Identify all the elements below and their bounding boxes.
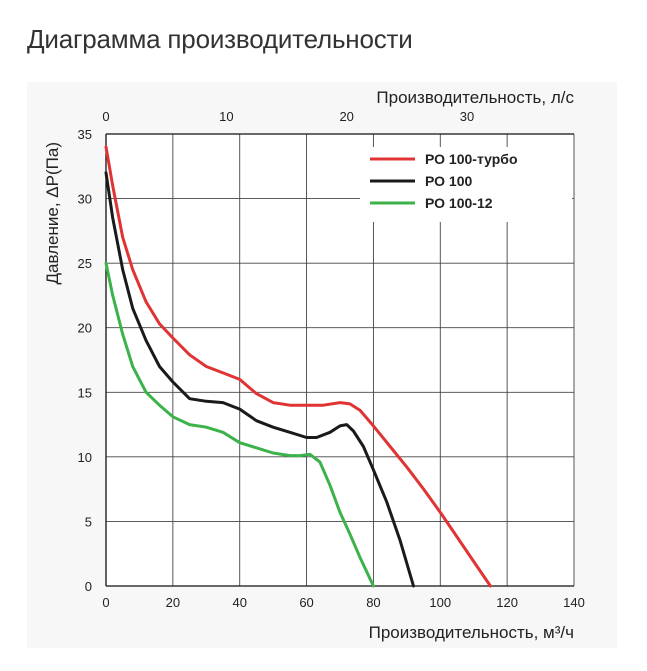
x-tick-label: 40 <box>232 595 246 610</box>
legend-label-2: РО 100 <box>425 173 473 189</box>
y-tick-label: 15 <box>78 385 92 400</box>
y-tick-label: 30 <box>78 192 92 207</box>
chart-legend: РО 100-турбо РО 100 РО 100-12 <box>360 147 572 222</box>
x2-tick-label: 10 <box>219 109 233 124</box>
x-tick-label: 120 <box>496 595 518 610</box>
y-axis-title: Давление, ΔP(Па) <box>43 142 62 284</box>
chart-axes <box>105 133 574 587</box>
top-axis-title: Производительность, л/с <box>376 88 574 107</box>
y-tick-label: 20 <box>78 321 92 336</box>
y-tick-label: 10 <box>78 450 92 465</box>
y-tick-label: 5 <box>85 514 92 529</box>
x-tick-label: 20 <box>166 595 180 610</box>
series-line-3 <box>104 261 375 588</box>
y-tick-label: 0 <box>85 579 92 594</box>
legend-label-3: РО 100-12 <box>425 195 493 211</box>
x2-tick-label: 0 <box>102 109 109 124</box>
page-title: Диаграмма производительности <box>27 24 413 54</box>
series-line-2 <box>104 171 415 588</box>
legend-label-1: РО 100-турбо <box>425 151 518 167</box>
chart-card: 0 20 40 60 80 100 120 140 0 5 10 15 20 25 30 35 0 10 20 30 … <box>27 82 617 648</box>
x-tick-label: 140 <box>563 595 585 610</box>
chart-series <box>104 145 492 588</box>
x-tick-label: 80 <box>366 595 380 610</box>
x2-tick-label: 20 <box>339 109 353 124</box>
series-line-1 <box>104 145 492 588</box>
x-tick-label: 100 <box>429 595 451 610</box>
y-tick-label: 35 <box>78 127 92 142</box>
x-tick-label: 60 <box>299 595 313 610</box>
bottom-axis-title: Производительность, м³/ч <box>369 623 574 642</box>
y-tick-label: 25 <box>78 256 92 271</box>
x-tick-label: 0 <box>102 595 109 610</box>
x2-tick-label: 30 <box>460 109 474 124</box>
chart-ticks: 0 20 40 60 80 100 120 140 0 5 10 15 20 25 30 35 0 10 20 30 <box>78 109 585 610</box>
